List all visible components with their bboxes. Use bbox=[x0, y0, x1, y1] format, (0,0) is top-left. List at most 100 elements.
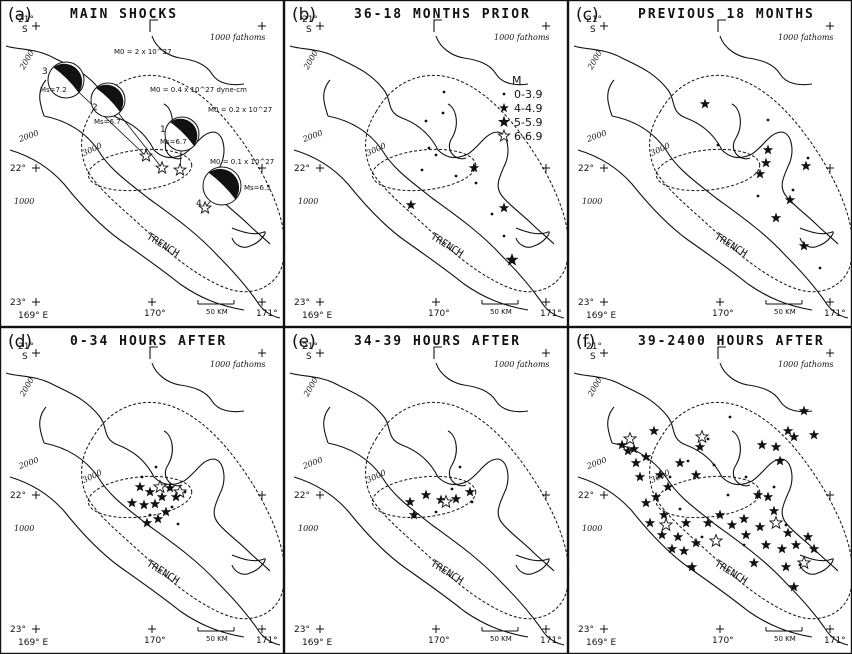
contour-1000 bbox=[577, 149, 813, 311]
grid-cross bbox=[316, 164, 324, 172]
epicenter-dot bbox=[441, 111, 445, 115]
epicenter-star bbox=[748, 557, 760, 568]
lat-label-22: 22° bbox=[294, 491, 310, 501]
epicenter-star bbox=[654, 469, 666, 480]
epicenter-star bbox=[694, 429, 710, 444]
contour-3000 bbox=[327, 115, 565, 319]
fathoms-label: 1000 fathoms bbox=[210, 33, 266, 42]
epicenter-star bbox=[404, 496, 416, 507]
epicenter-star bbox=[172, 162, 188, 177]
grid-cross bbox=[826, 625, 834, 633]
island-west bbox=[607, 406, 615, 444]
epicenter-dot bbox=[784, 523, 788, 527]
epicenter-star bbox=[768, 505, 780, 516]
lon-label-169: 169° E bbox=[302, 311, 333, 321]
rupture-ellipse bbox=[87, 475, 193, 519]
grid-cross bbox=[258, 349, 266, 357]
epicenter-star bbox=[154, 160, 170, 175]
panel-title: 36-18 MONTHS PRIOR bbox=[354, 7, 531, 22]
grid-cross bbox=[148, 625, 156, 633]
grid-cross bbox=[826, 349, 834, 357]
contour-3000 bbox=[43, 115, 281, 319]
contour-label-3000: 3000 bbox=[649, 141, 671, 158]
grid-cross bbox=[32, 349, 40, 357]
mainshock-number: 4 bbox=[196, 199, 202, 209]
epicenter-star bbox=[498, 202, 510, 213]
epicenter-star bbox=[468, 162, 480, 173]
contour-1000 bbox=[9, 149, 245, 311]
scale-label: 50 KM bbox=[490, 308, 512, 316]
contour-label-2000b: 2000 bbox=[585, 128, 608, 144]
rupture-ellipse bbox=[655, 475, 761, 519]
panel-title: 0-34 HOURS AFTER bbox=[70, 334, 227, 349]
epicenter-star bbox=[754, 168, 766, 179]
contour-label-2000: 2000 bbox=[301, 376, 319, 399]
epicenter-star bbox=[628, 443, 640, 454]
panel-border bbox=[284, 0, 568, 327]
magnitude-legend: M0-3.94-4.95-5.96-6.9 bbox=[497, 74, 542, 143]
epicenter-star bbox=[160, 506, 172, 517]
lon-label-169: 169° E bbox=[18, 311, 49, 321]
lat-label-21: 21° bbox=[586, 15, 602, 25]
epicenter-star bbox=[141, 517, 153, 528]
grid-cross bbox=[258, 22, 266, 30]
island-south bbox=[231, 554, 266, 575]
epicenter-dot bbox=[772, 485, 776, 489]
epicenter-star bbox=[796, 555, 812, 570]
scale-label: 50 KM bbox=[206, 635, 228, 643]
epicenter-dot bbox=[490, 212, 494, 216]
rupture-ellipse bbox=[655, 148, 761, 192]
island-west bbox=[39, 79, 47, 117]
epicenter-star bbox=[782, 527, 794, 538]
beachball-compression bbox=[53, 63, 83, 93]
island-coast-top bbox=[149, 346, 158, 359]
lon-label-169: 169° E bbox=[586, 638, 617, 648]
epicenter-star bbox=[144, 486, 156, 497]
panel-title: 39-2400 HOURS AFTER bbox=[638, 334, 825, 349]
epicenter-star bbox=[138, 148, 154, 163]
grid-cross bbox=[542, 625, 550, 633]
focal-mechanism-1: 1 Ms=6.7 M0 = 0.2 x 10^27 bbox=[160, 106, 272, 177]
map-panel-b: 21°S 22° 23° 169° E 170° 171° 1000 fathoms 2000… bbox=[284, 0, 570, 327]
lat-label-22: 22° bbox=[10, 164, 26, 174]
lon-label-171: 171° bbox=[540, 309, 562, 319]
epicenter-dot bbox=[170, 505, 174, 509]
epicenter-star bbox=[662, 481, 674, 492]
panel-border bbox=[0, 0, 284, 327]
map-panel-d: 21°S 22° 23° 169° E 170° 171° 1000 fathoms 2000… bbox=[0, 327, 286, 654]
lat-label-22: 22° bbox=[578, 491, 594, 501]
epicenter-dot bbox=[678, 507, 682, 511]
aftershock-zone-outline bbox=[649, 74, 852, 293]
coastline-2000 bbox=[573, 45, 839, 245]
lat-label-south: S bbox=[22, 25, 28, 35]
coastline-2000 bbox=[5, 372, 271, 572]
grid-cross bbox=[600, 349, 608, 357]
grid-cross bbox=[542, 22, 550, 30]
epicenter-star bbox=[650, 491, 662, 502]
epicenter-star bbox=[622, 431, 638, 446]
epicenter-star bbox=[690, 537, 702, 548]
epicenter-star bbox=[762, 491, 774, 502]
island-inner bbox=[447, 430, 467, 487]
contour-label-2000: 2000 bbox=[585, 376, 603, 399]
contour-label-2000b: 2000 bbox=[585, 455, 608, 471]
epicenter-dot bbox=[420, 168, 424, 172]
epicenter-dot bbox=[176, 522, 180, 526]
aftershock-zone-outline bbox=[365, 401, 570, 620]
trench-label: TRENCH bbox=[428, 558, 464, 586]
lat-label-south: S bbox=[306, 25, 312, 35]
mainshock-number: 3 bbox=[42, 67, 48, 77]
epicenter-dot bbox=[427, 146, 431, 150]
epicenter-dot bbox=[424, 119, 428, 123]
island-south bbox=[515, 554, 550, 575]
contour-label-1000: 1000 bbox=[582, 197, 602, 206]
epicenter-star bbox=[699, 98, 711, 109]
scale-bar bbox=[765, 300, 803, 305]
island-coast-top bbox=[433, 19, 442, 32]
epicenter-star bbox=[152, 479, 168, 494]
panel-border bbox=[568, 0, 852, 327]
grid-cross bbox=[316, 491, 324, 499]
fathoms-label: 1000 fathoms bbox=[494, 360, 550, 369]
lat-label-south: S bbox=[22, 352, 28, 362]
epicenter-star bbox=[450, 493, 462, 504]
